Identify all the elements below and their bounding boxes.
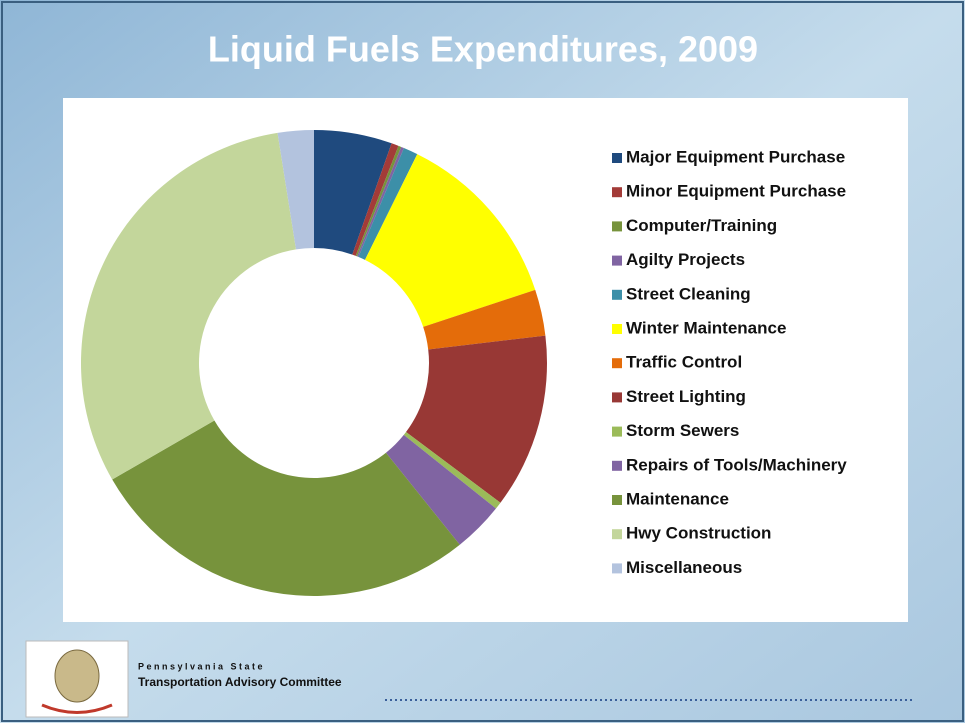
donut-slice <box>81 132 296 480</box>
legend-label: Street Cleaning <box>626 284 751 303</box>
legend-label: Street Lighting <box>626 387 746 406</box>
donut-slice <box>112 420 460 596</box>
donut-slice <box>385 434 496 545</box>
legend-label: Maintenance <box>626 489 729 508</box>
legend-label: Traffic Control <box>626 353 742 372</box>
legend-swatch <box>612 529 622 540</box>
footer-organization: Pennsylvania State <box>138 661 265 671</box>
legend-swatch <box>612 187 622 198</box>
donut-slice <box>352 143 399 256</box>
legend-swatch <box>612 324 622 334</box>
donut-slice <box>423 289 546 350</box>
logo-ribbon <box>41 703 113 714</box>
legend-swatch <box>612 358 622 369</box>
legend-swatch <box>612 255 622 266</box>
donut-slice <box>406 335 547 503</box>
legend-label: Minor Equipment Purchase <box>626 182 846 201</box>
legend-label: Computer/Training <box>626 216 777 235</box>
donut-slice <box>403 431 501 509</box>
legend-label: Repairs of Tools/Machinery <box>626 455 847 474</box>
legend-swatch <box>612 495 622 505</box>
legend-swatch <box>612 426 622 437</box>
legend-swatch <box>612 460 622 471</box>
donut-slice <box>357 146 404 257</box>
legend-swatch <box>612 563 622 574</box>
legend-label: Hwy Construction <box>626 524 771 543</box>
legend-swatch <box>612 221 622 232</box>
donut-slice <box>358 148 418 260</box>
donut-slice <box>355 145 402 257</box>
legend-label: Storm Sewers <box>626 421 739 440</box>
legend-swatch <box>612 392 622 403</box>
legend-swatch <box>612 289 622 300</box>
donut-slice <box>364 154 536 327</box>
chart-title: Liquid Fuels Expenditures, 2009 <box>208 29 758 70</box>
legend-swatch <box>612 153 622 163</box>
footer-committee: Transportation Advisory Committee <box>138 675 342 689</box>
legend-label: Agilty Projects <box>626 250 745 269</box>
legend-label: Major Equipment Purchase <box>626 147 845 166</box>
legend-label: Miscellaneous <box>626 558 742 577</box>
legend-label: Winter Maintenance <box>626 318 786 337</box>
donut-slice <box>277 130 314 250</box>
donut-slice <box>314 130 392 255</box>
logo-emblem <box>54 649 100 703</box>
